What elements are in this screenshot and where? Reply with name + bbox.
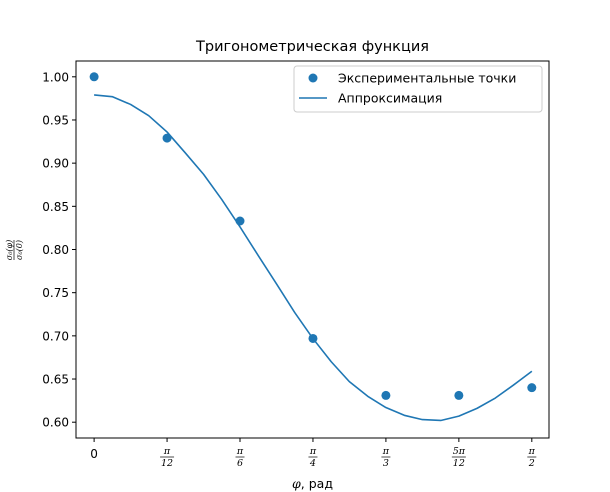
x-tick-label-denominator: 2 (528, 458, 535, 469)
x-tick-label-numerator: π (163, 446, 171, 457)
y-axis-label-numerator: σ₀(φ) (5, 240, 14, 261)
x-tick-label-denominator: 4 (309, 458, 316, 469)
y-tick-label: 0.85 (42, 200, 69, 214)
y-tick-label: 0.70 (42, 329, 69, 343)
plot-area: 0.600.650.700.750.800.850.900.951.00 0 π1… (42, 60, 550, 469)
x-tick-label: π4 (308, 446, 318, 469)
data-point (89, 72, 99, 82)
x-tick-label-denominator: 6 (237, 458, 243, 469)
legend-label-approximation: Аппроксимация (338, 91, 442, 106)
y-tick-label: 0.65 (42, 373, 69, 387)
data-point (235, 216, 245, 226)
y-axis-label: σ₀(φ) σ₀(0) (5, 240, 24, 261)
x-axis-label: φ, рад (292, 476, 333, 491)
y-tick-label: 0.90 (42, 157, 69, 171)
y-tick-label: 0.95 (42, 113, 69, 127)
y-tick-label: 0.60 (42, 416, 69, 430)
y-tick-label: 0.75 (42, 286, 69, 300)
y-tick-label: 1.00 (42, 70, 69, 84)
x-tick-label: π3 (381, 446, 391, 469)
x-tick-label-numerator: π (236, 446, 244, 457)
x-tick-label: 0 (90, 447, 98, 461)
data-point (527, 383, 537, 393)
x-tick-label: π2 (527, 446, 537, 469)
x-tick-label-denominator: 12 (453, 458, 465, 469)
legend-label-experimental: Экспериментальные точки (338, 71, 516, 86)
experimental-series (89, 72, 537, 400)
x-tick-label-denominator: 3 (383, 458, 389, 469)
x-tick-label-numerator: 5π (453, 446, 466, 457)
data-point (162, 133, 172, 143)
x-axis-label-symbol: φ (292, 476, 301, 491)
x-tick-label: π6 (235, 446, 245, 469)
x-tick-label-numerator: π (528, 446, 536, 457)
y-axis-label-denominator: σ₀(0) (15, 240, 24, 260)
x-tick-label-numerator: π (309, 446, 317, 457)
chart-title: Тригонометрическая функция (195, 39, 429, 55)
legend-marker-scatter (308, 73, 318, 83)
x-tick-label-numerator: π (382, 446, 390, 457)
x-tick-label-denominator: 12 (161, 458, 173, 469)
data-point (454, 390, 464, 400)
y-axis: 0.60 0.65 0.70 0.75 0.80 0.85 0.90 0.95 1.00 (42, 70, 76, 430)
y-tick-label: 0.80 (42, 243, 69, 257)
x-tick-label: π12 (160, 446, 175, 469)
data-point (308, 333, 318, 343)
x-axis-label-unit: , рад (301, 476, 333, 491)
data-point (381, 390, 391, 400)
legend-frame (293, 65, 543, 113)
legend: Экспериментальные точки Аппроксимация (293, 65, 543, 113)
